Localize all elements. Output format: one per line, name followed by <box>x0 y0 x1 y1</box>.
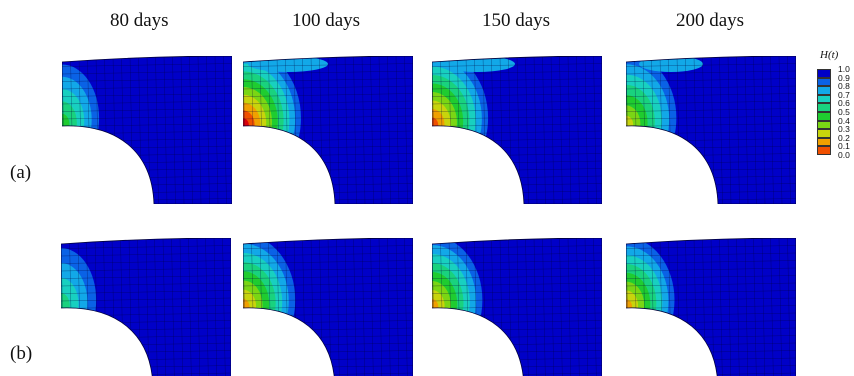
contour-panel-b-80-days <box>61 238 231 376</box>
legend-tick-label: 0.8 <box>838 81 850 92</box>
legend-tick-label: 0.1 <box>838 141 850 152</box>
legend-tick-label: 0.5 <box>838 107 850 117</box>
legend-swatch <box>817 137 831 147</box>
legend-tick-label: 0.9 <box>838 72 850 83</box>
legend-swatch <box>817 146 831 155</box>
contour-panel-a-200-days <box>626 56 796 204</box>
legend-tick-label: 0.3 <box>838 124 850 135</box>
legend-tick-label: 0.7 <box>838 89 850 100</box>
legend-swatch <box>817 94 831 104</box>
contour-panel-b-100-days <box>243 238 413 376</box>
legend-tick-label: 1.0 <box>838 64 850 74</box>
legend-swatch <box>817 77 831 87</box>
legend-tick-label: 0.6 <box>838 98 850 109</box>
column-title-100-days: 100 days <box>292 10 361 31</box>
column-title-80-days: 80 days <box>110 10 169 31</box>
contour-panel-b-200-days <box>626 238 796 376</box>
legend-swatch <box>817 129 831 138</box>
legend-swatch <box>817 103 831 112</box>
contour-panel-a-100-days <box>243 56 413 204</box>
contour-panel-b-150-days <box>432 238 602 376</box>
column-title-200-days: 200 days <box>676 10 745 31</box>
legend-tick-label: 0.0 <box>838 150 850 160</box>
row-label-b: (b) <box>10 343 33 364</box>
contour-panel-a-80-days <box>62 56 232 204</box>
legend-swatch <box>817 86 831 95</box>
legend-swatch <box>817 112 831 121</box>
row-label-a: (a) <box>10 162 32 183</box>
legend-tick-label: 0.2 <box>838 132 850 143</box>
column-title-150-days: 150 days <box>482 10 551 31</box>
legend-title: H(t) <box>820 49 839 61</box>
legend-tick-label: 0.4 <box>838 115 850 126</box>
legend-swatch <box>817 69 831 78</box>
contour-panel-a-150-days <box>432 56 602 204</box>
legend-swatch <box>817 120 831 130</box>
